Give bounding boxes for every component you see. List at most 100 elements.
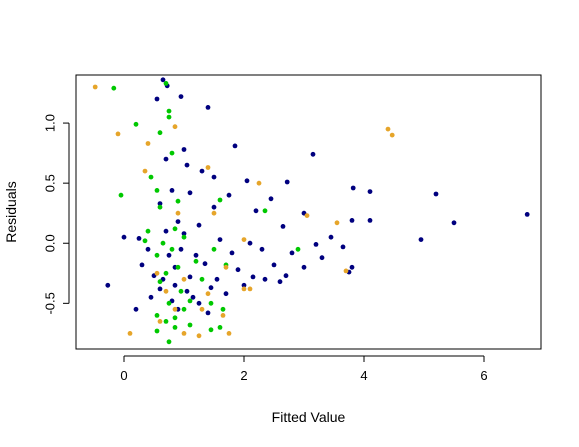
data-point (181, 231, 187, 237)
data-point (295, 246, 301, 252)
data-point (208, 327, 214, 333)
data-point (229, 250, 235, 256)
data-point (163, 81, 169, 86)
data-point (304, 213, 310, 219)
data-point (145, 141, 151, 146)
data-point (205, 165, 211, 170)
data-point (160, 240, 166, 246)
data-point (199, 168, 205, 174)
data-point (334, 220, 340, 226)
data-point (181, 276, 187, 282)
data-point (313, 242, 319, 247)
data-point (241, 282, 247, 288)
data-point (205, 105, 211, 110)
data-point (244, 178, 250, 184)
data-point (145, 246, 151, 252)
data-point (154, 96, 160, 102)
data-point (133, 121, 139, 127)
data-point (223, 264, 229, 270)
data-point (148, 174, 154, 180)
data-point (217, 237, 223, 243)
data-point (385, 126, 391, 132)
data-point (349, 218, 355, 223)
data-point (343, 268, 349, 274)
data-point (211, 210, 217, 216)
data-points (92, 77, 530, 345)
data-point (193, 252, 199, 258)
data-point (247, 286, 253, 292)
data-point (190, 294, 196, 300)
data-point (247, 240, 253, 246)
data-point (187, 298, 193, 304)
data-point (175, 219, 181, 225)
data-point (223, 291, 229, 297)
data-point (175, 210, 181, 216)
data-point (284, 179, 290, 185)
data-point (92, 84, 98, 90)
y-axis-label: Residuals (3, 181, 19, 242)
data-point (163, 288, 169, 294)
data-point (220, 306, 226, 312)
x-tick-label: 4 (360, 368, 367, 383)
data-point (199, 306, 205, 312)
y-tick-label: 0.5 (42, 174, 57, 192)
data-point (181, 331, 187, 336)
data-point (172, 124, 178, 130)
data-point (139, 262, 145, 268)
data-point (172, 282, 178, 288)
data-point (208, 285, 214, 291)
plot-frame (75, 74, 542, 350)
data-point (349, 264, 355, 270)
data-point (277, 279, 283, 285)
data-point (172, 226, 178, 232)
data-point (169, 188, 175, 193)
data-point (166, 108, 172, 114)
data-point (166, 300, 172, 306)
data-point (157, 286, 163, 292)
data-point (172, 325, 178, 330)
data-point (169, 150, 175, 156)
data-point (163, 270, 169, 276)
x-tick-label: 0 (120, 368, 127, 383)
data-point (202, 261, 208, 267)
data-point (142, 168, 148, 174)
data-point (319, 255, 325, 261)
data-point (196, 333, 202, 339)
data-point (157, 130, 163, 136)
data-point (211, 174, 217, 180)
data-point (250, 274, 256, 280)
y-tick-label: 0.0 (42, 234, 57, 252)
x-tick-label: 6 (480, 368, 487, 383)
data-point (232, 143, 238, 149)
data-point (253, 208, 259, 214)
data-point (184, 162, 190, 168)
y-axis: -0.5 0.0 0.5 1.0 (42, 114, 70, 315)
data-point (178, 246, 184, 252)
data-point (175, 264, 181, 270)
data-point (389, 132, 395, 138)
data-point (211, 204, 217, 210)
data-point (178, 288, 184, 294)
data-point (163, 228, 169, 234)
data-point (172, 315, 178, 321)
x-axis: 0 2 4 6 (120, 355, 488, 383)
x-axis-label: Fitted Value (272, 409, 346, 425)
data-point (187, 190, 193, 196)
data-point (169, 246, 175, 252)
data-point (154, 252, 160, 258)
data-point (187, 274, 193, 280)
data-point (205, 310, 211, 316)
x-tick-label: 2 (240, 368, 247, 383)
data-point (184, 288, 190, 294)
data-point (205, 291, 211, 297)
data-point (217, 325, 223, 330)
data-point (127, 331, 133, 336)
data-point (163, 156, 169, 162)
data-point (157, 279, 163, 285)
data-point (166, 339, 172, 345)
data-point (142, 238, 148, 244)
data-point (350, 185, 356, 191)
data-point (181, 234, 187, 240)
data-point (451, 220, 457, 226)
